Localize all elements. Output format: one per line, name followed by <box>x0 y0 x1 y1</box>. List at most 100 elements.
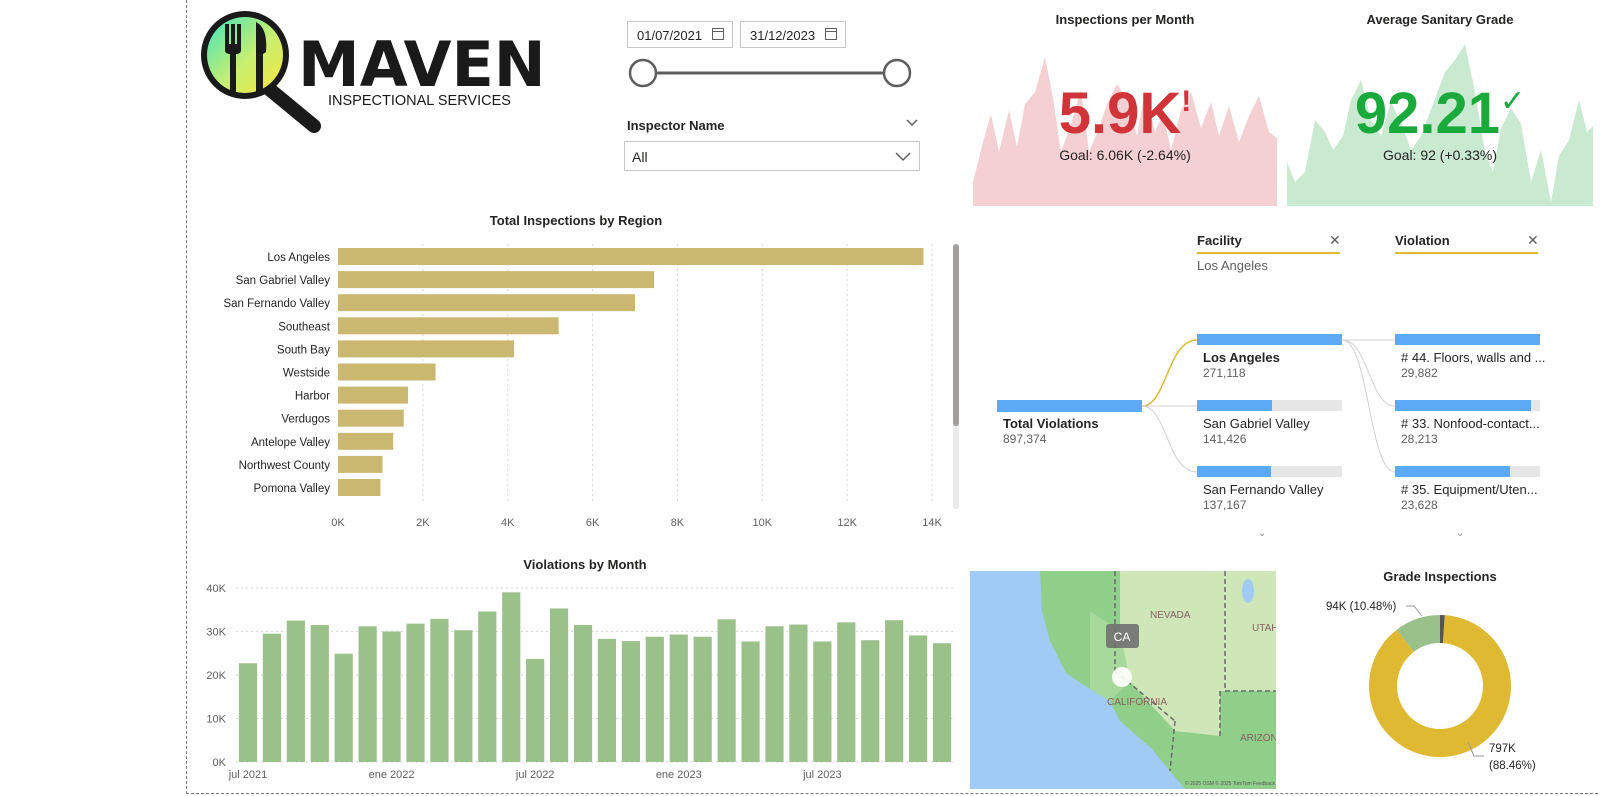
region-chart-scrollbar-track[interactable] <box>953 244 959 509</box>
chevron-down-icon[interactable] <box>905 118 919 128</box>
chevron-down-icon[interactable]: ⌄ <box>1258 528 1267 539</box>
kpi-inspections-trend <box>973 57 1277 206</box>
kpi-inspections-value: 5.9K <box>1058 81 1182 146</box>
bar[interactable] <box>765 626 784 762</box>
decomp-bar-track[interactable] <box>1395 466 1540 477</box>
start-date-input[interactable]: 01/07/2021 <box>627 21 733 48</box>
bar[interactable] <box>310 624 329 762</box>
region-chart-scrollbar-thumb[interactable] <box>953 244 959 426</box>
violation-header-underline <box>1395 252 1538 254</box>
region-map[interactable]: NEVADA UTAH CALIFORNIA ARIZON CA © 2025 … <box>970 571 1276 789</box>
bar[interactable] <box>238 663 258 762</box>
kpi-grade-trend <box>1287 44 1593 206</box>
bar[interactable] <box>669 634 688 762</box>
bar[interactable] <box>645 636 664 762</box>
donut-slice[interactable] <box>1396 615 1440 652</box>
bar[interactable] <box>262 633 281 762</box>
decomp-root-bar[interactable] <box>997 400 1142 412</box>
bar[interactable] <box>338 294 635 312</box>
donut-slice[interactable] <box>1369 615 1511 757</box>
bar[interactable] <box>693 636 712 762</box>
bar[interactable] <box>430 618 449 762</box>
bar[interactable] <box>502 592 521 762</box>
violation-level-header: Violation <box>1395 233 1450 248</box>
grade-donut-chart: 94K (10.48%) 797K (88.46%) <box>1326 601 1536 772</box>
decomp-bar-track[interactable] <box>1197 334 1342 345</box>
bar[interactable] <box>358 626 377 762</box>
map-marker-label: CA <box>1114 630 1131 644</box>
bar[interactable] <box>478 611 497 762</box>
bar[interactable] <box>406 623 425 762</box>
bar[interactable] <box>338 363 436 381</box>
bar[interactable] <box>338 271 655 289</box>
bar[interactable] <box>338 317 559 335</box>
bar[interactable] <box>909 635 928 762</box>
bar[interactable] <box>382 631 401 763</box>
bar[interactable] <box>286 620 305 762</box>
slider-end-handle[interactable] <box>882 58 912 88</box>
x-tick-label: 14K <box>922 517 942 529</box>
region-chart-title: Total Inspections by Region <box>489 213 663 228</box>
decomp-node-label: San Fernando Valley <box>1203 482 1324 497</box>
bar[interactable] <box>338 386 409 404</box>
inspector-dropdown[interactable]: All <box>624 141 920 171</box>
bar[interactable] <box>837 622 856 762</box>
decomp-bar-track[interactable] <box>1395 334 1540 345</box>
decomp-node-label: San Gabriel Valley <box>1203 416 1310 431</box>
bar[interactable] <box>813 641 832 762</box>
decomp-node-value: 137,167 <box>1203 498 1247 512</box>
chevron-down-icon[interactable]: ⌄ <box>1456 528 1465 539</box>
bar[interactable] <box>717 619 736 762</box>
x-tick-label: 8K <box>671 517 685 529</box>
map-bubble[interactable] <box>1112 667 1132 687</box>
category-label: South Bay <box>277 344 330 356</box>
decomp-bar-track[interactable] <box>1395 400 1540 411</box>
x-tick-label: jul 2022 <box>515 769 555 781</box>
bar[interactable] <box>338 248 924 265</box>
decomp-bar-fill <box>1197 466 1271 477</box>
maven-logo: MAVEN INSPECTIONAL SERVICES <box>201 11 546 133</box>
bar[interactable] <box>885 620 904 762</box>
trend-area <box>973 57 1277 206</box>
map-label-utah: UTAH <box>1252 623 1276 634</box>
slider-start-handle[interactable] <box>628 58 658 88</box>
donut-slice[interactable] <box>1440 615 1445 644</box>
report-canvas <box>186 0 1598 794</box>
start-date-value: 01/07/2021 <box>637 28 703 43</box>
map-state-marker[interactable] <box>1106 624 1139 648</box>
bar[interactable] <box>338 432 394 450</box>
decomp-bar-track[interactable] <box>1197 400 1342 411</box>
bar[interactable] <box>338 479 381 496</box>
x-tick-label: 10K <box>752 517 772 529</box>
bar[interactable] <box>454 630 473 762</box>
bar[interactable] <box>338 409 404 427</box>
bar[interactable] <box>526 658 545 762</box>
bar[interactable] <box>597 638 617 762</box>
bar[interactable] <box>334 653 353 762</box>
close-icon[interactable]: ✕ <box>1329 232 1341 248</box>
bar[interactable] <box>861 640 880 762</box>
date-range-slider[interactable] <box>626 56 914 90</box>
bar[interactable] <box>573 624 593 762</box>
warning-icon: ! <box>1181 85 1192 118</box>
decomp-root-value: 897,374 <box>1003 432 1047 446</box>
bar[interactable] <box>789 624 808 762</box>
calendar-icon[interactable] <box>712 28 724 40</box>
slice-pct-label: (88.46%) <box>1489 760 1536 772</box>
kpi-grade-value: 92.21 <box>1354 81 1500 146</box>
bar[interactable] <box>338 455 383 473</box>
bar[interactable] <box>932 643 952 762</box>
month-chart-title: Violations by Month <box>523 557 647 572</box>
bar[interactable] <box>741 641 760 762</box>
bar[interactable] <box>550 608 569 762</box>
bar[interactable] <box>338 340 515 358</box>
decomp-node-value: 28,213 <box>1401 432 1438 446</box>
decomp-bar-track[interactable] <box>1197 466 1342 477</box>
decomp-bar-fill <box>1197 400 1273 411</box>
close-icon[interactable]: ✕ <box>1527 232 1539 248</box>
decomp-node-value: 29,882 <box>1401 366 1438 380</box>
decomp-node-value: 141,426 <box>1203 432 1247 446</box>
calendar-icon[interactable] <box>825 28 837 40</box>
end-date-input[interactable]: 31/12/2023 <box>740 21 846 48</box>
bar[interactable] <box>621 641 640 762</box>
